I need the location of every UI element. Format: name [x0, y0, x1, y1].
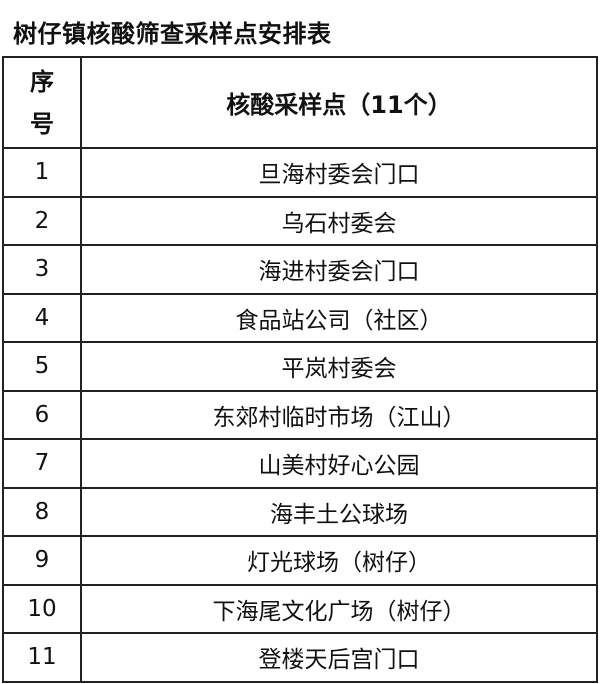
table-row: 8 海丰土公球场 [2, 486, 598, 537]
row-number: 2 [2, 195, 82, 246]
row-site: 旦海村委会门口 [80, 147, 598, 198]
table-row: 6 东郊村临时市场（江山） [2, 389, 598, 440]
header-seq-line1: 序 [30, 67, 54, 96]
row-number: 8 [2, 486, 82, 537]
table-row: 7 山美村好心公园 [2, 438, 598, 489]
table-row: 2 乌石村委会 [2, 195, 598, 246]
row-site: 海进村委会门口 [80, 244, 598, 295]
row-number: 5 [2, 341, 82, 392]
row-number: 3 [2, 244, 82, 295]
row-site: 登楼天后宫门口 [80, 632, 598, 683]
table-row: 3 海进村委会门口 [2, 244, 598, 295]
row-site: 乌石村委会 [80, 195, 598, 246]
table-row: 9 灯光球场（树仔） [2, 535, 598, 586]
row-number: 6 [2, 389, 82, 440]
row-site: 食品站公司（社区） [80, 292, 598, 343]
header-site: 核酸采样点（11个） [80, 56, 598, 149]
row-site: 下海尾文化广场（树仔） [80, 583, 598, 634]
table-row: 11 登楼天后宫门口 [2, 632, 598, 683]
row-site: 灯光球场（树仔） [80, 535, 598, 586]
table-row: 4 食品站公司（社区） [2, 292, 598, 343]
row-number: 11 [2, 632, 82, 683]
table-row: 5 平岚村委会 [2, 341, 598, 392]
header-seq-line2: 号 [30, 109, 54, 138]
row-site: 东郊村临时市场（江山） [80, 389, 598, 440]
table-row: 1 旦海村委会门口 [2, 147, 598, 198]
row-number: 10 [2, 583, 82, 634]
table-header-row: 序号 核酸采样点（11个） [2, 56, 598, 149]
page-title: 树仔镇核酸筛查采样点安排表 [13, 20, 332, 48]
row-site: 山美村好心公园 [80, 438, 598, 489]
row-site: 平岚村委会 [80, 341, 598, 392]
row-number: 7 [2, 438, 82, 489]
table-row: 10 下海尾文化广场（树仔） [2, 583, 598, 634]
row-number: 9 [2, 535, 82, 586]
row-number: 1 [2, 147, 82, 198]
sampling-sites-table: 序号 核酸采样点（11个） 1 旦海村委会门口 2 乌石村委会 3 海进村委会门口 4 食品站… [2, 56, 598, 683]
header-seq: 序号 [2, 56, 82, 149]
row-site: 海丰土公球场 [80, 486, 598, 537]
row-number: 4 [2, 292, 82, 343]
